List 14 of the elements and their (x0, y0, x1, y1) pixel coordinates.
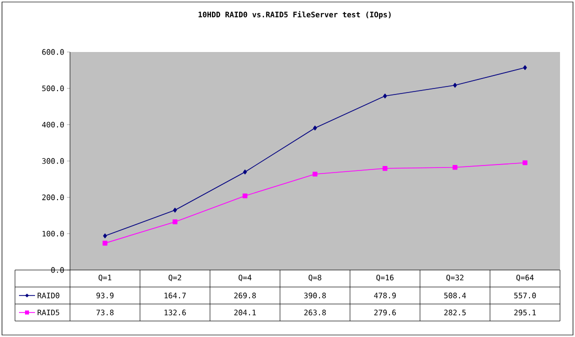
point (383, 94, 387, 98)
point (243, 170, 247, 174)
point (523, 65, 527, 70)
point (313, 126, 317, 130)
point (173, 208, 177, 213)
point (172, 219, 178, 224)
point (103, 233, 107, 238)
point (382, 166, 388, 171)
point (102, 240, 108, 246)
point (242, 193, 248, 198)
point (522, 160, 528, 166)
point (453, 82, 457, 88)
point (452, 164, 458, 170)
point (312, 172, 318, 177)
